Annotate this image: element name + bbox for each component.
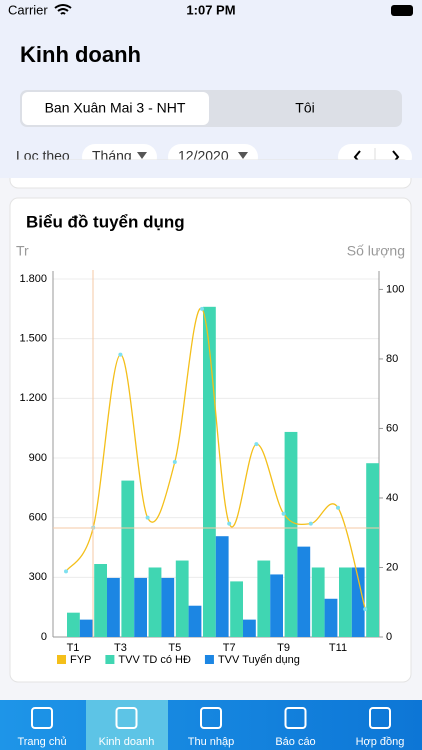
x-tick-label: T9 (277, 642, 290, 654)
y2-tick-label: 60 (386, 422, 398, 434)
dropdown-icon (137, 152, 147, 159)
tab-label[interactable]: Báo cáo (275, 736, 315, 748)
header-overlap (0, 160, 422, 178)
y-axis-label: Tr (16, 243, 29, 259)
bar (94, 564, 107, 637)
y-tick-label: 900 (29, 452, 47, 464)
legend-swatch (57, 655, 66, 664)
bar (121, 480, 135, 637)
point (64, 569, 68, 574)
y-tick-label: 1.800 (19, 273, 47, 285)
bar (175, 560, 189, 637)
dropdown-icon (238, 152, 248, 159)
tab-label[interactable]: Trang chủ (17, 736, 66, 748)
bar (297, 546, 311, 637)
tab-icon[interactable] (31, 707, 53, 729)
tab-label[interactable]: Kinh doanh (99, 736, 155, 748)
y-tick-label: 1.200 (19, 392, 47, 404)
bar (351, 567, 365, 637)
point (281, 511, 286, 516)
point (200, 306, 204, 311)
segment[interactable]: Ban Xuân Mai 3 - NHT (45, 100, 186, 116)
y2-tick-label: 40 (386, 492, 398, 504)
x-tick-label: T1 (67, 642, 80, 654)
page-title: Kinh doanh (20, 42, 141, 67)
legend: FYP TVV TD có HĐ TVV Tuyển dụng (57, 654, 300, 666)
point (118, 352, 123, 357)
y-tick-label: 1.500 (19, 333, 47, 345)
legend-label: FYP (70, 654, 91, 666)
x-tick-label: T5 (168, 642, 181, 654)
chart-title: Biểu đồ tuyển dụng (26, 212, 185, 231)
bar (366, 463, 379, 637)
bar (339, 567, 352, 637)
bar (243, 619, 256, 637)
x-tick-label: T7 (223, 642, 236, 654)
bar (148, 567, 162, 637)
bar (203, 306, 216, 637)
bar (230, 581, 243, 637)
wifi-icon (54, 4, 72, 15)
point (308, 521, 313, 526)
bar (188, 605, 202, 637)
time: 1:07 PM (186, 2, 235, 17)
plot: 0 300 600 900 1.200 1.500 1.800 0 20 40 60 80 100 T1 T… (19, 271, 404, 654)
y-tick-label: 0 (41, 631, 47, 643)
point (254, 442, 259, 447)
legend-swatch (204, 655, 214, 664)
x-tick-label: T11 (329, 642, 347, 654)
tab-icon[interactable] (284, 707, 307, 729)
battery (391, 5, 413, 16)
point (363, 607, 368, 612)
bar (311, 567, 325, 637)
point (145, 515, 150, 520)
bar (107, 577, 120, 637)
bar (161, 577, 175, 637)
segment-active[interactable] (22, 92, 209, 125)
tab-icon[interactable] (200, 707, 222, 729)
legend-swatch (105, 655, 115, 664)
segment[interactable]: Tôi (295, 100, 314, 116)
legend-label: TVV Tuyển dụng (218, 654, 300, 666)
tab-icon[interactable] (115, 707, 138, 729)
tab-icon[interactable] (369, 707, 391, 729)
tabs: Trang chủ Kinh doanh Thu nhập Báo cáo Hợp đồ… (17, 707, 405, 748)
bar (324, 598, 338, 637)
y2-axis-label: Số lượng (347, 243, 405, 259)
y2-tick-label: 80 (386, 353, 398, 365)
y-tick-label: 600 (29, 512, 47, 524)
legend-label: TVV TD có HĐ (118, 654, 191, 666)
x-tick-label: T3 (114, 642, 127, 654)
y2-tick-label: 0 (386, 631, 392, 643)
bar (215, 536, 229, 637)
bar (270, 574, 283, 637)
point (227, 521, 232, 526)
tab-label[interactable]: Hợp đồng (356, 736, 405, 748)
y2-tick-label: 100 (386, 283, 404, 295)
y2-tick-label: 20 (386, 561, 398, 573)
point (336, 505, 340, 510)
bar (134, 577, 147, 637)
tab-label[interactable]: Thu nhập (188, 736, 234, 748)
point (172, 459, 177, 464)
bar (79, 619, 93, 637)
bar (257, 560, 271, 637)
bar (284, 431, 298, 637)
bar (67, 612, 80, 637)
carrier: Carrier (8, 2, 48, 17)
y-tick-label: 300 (29, 571, 47, 583)
